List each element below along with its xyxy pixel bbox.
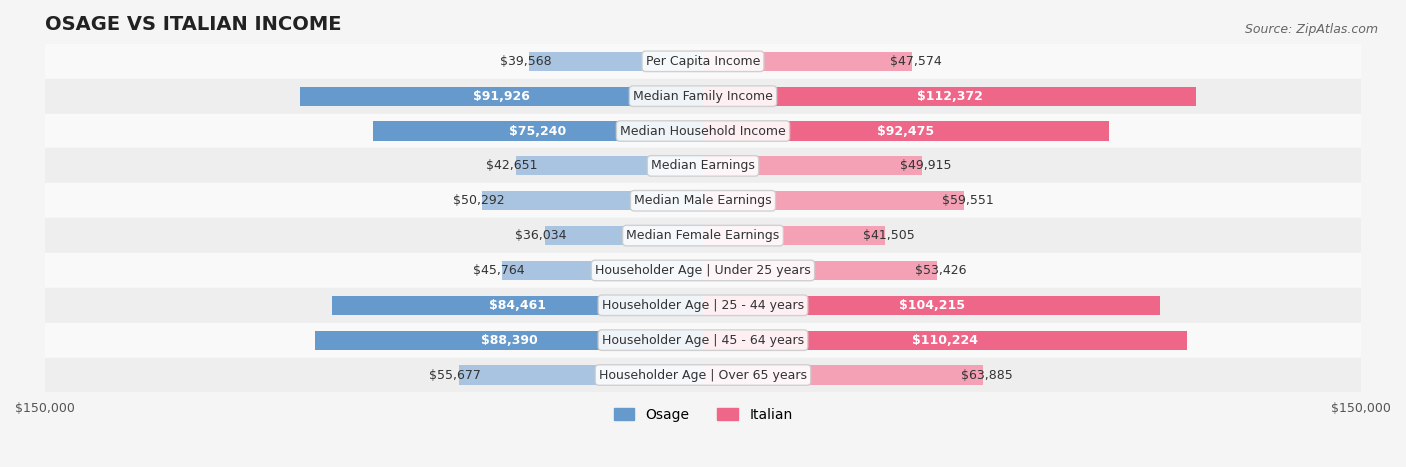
Bar <box>530 52 703 71</box>
Text: Householder Age | 25 - 44 years: Householder Age | 25 - 44 years <box>602 299 804 312</box>
Bar <box>482 191 703 210</box>
Bar <box>45 149 1361 184</box>
Bar <box>45 288 1361 323</box>
Bar <box>703 121 1109 141</box>
Bar <box>45 79 1361 113</box>
Text: $55,677: $55,677 <box>429 368 481 382</box>
Bar <box>703 331 1187 350</box>
Text: $49,915: $49,915 <box>900 159 952 172</box>
Bar <box>458 366 703 385</box>
Legend: Osage, Italian: Osage, Italian <box>607 402 799 427</box>
Text: $92,475: $92,475 <box>877 125 935 137</box>
Bar <box>502 261 703 280</box>
Text: $59,551: $59,551 <box>942 194 994 207</box>
Bar <box>703 366 983 385</box>
Text: Source: ZipAtlas.com: Source: ZipAtlas.com <box>1244 23 1378 36</box>
Bar <box>332 296 703 315</box>
Bar <box>703 86 1197 106</box>
Text: $36,034: $36,034 <box>516 229 567 242</box>
Bar <box>703 226 886 245</box>
Text: $41,505: $41,505 <box>863 229 915 242</box>
Bar <box>703 296 1160 315</box>
Text: $75,240: $75,240 <box>509 125 567 137</box>
Text: Householder Age | Under 25 years: Householder Age | Under 25 years <box>595 264 811 277</box>
Text: $47,574: $47,574 <box>890 55 942 68</box>
Bar <box>45 253 1361 288</box>
Bar <box>703 52 911 71</box>
Text: $53,426: $53,426 <box>915 264 967 277</box>
Bar <box>703 156 922 176</box>
Bar <box>516 156 703 176</box>
Text: $88,390: $88,390 <box>481 333 537 347</box>
Bar <box>373 121 703 141</box>
Text: Median Household Income: Median Household Income <box>620 125 786 137</box>
Bar <box>45 44 1361 79</box>
Text: $39,568: $39,568 <box>499 55 551 68</box>
Bar <box>45 358 1361 392</box>
Bar <box>45 184 1361 218</box>
Text: $45,764: $45,764 <box>472 264 524 277</box>
Text: Householder Age | Over 65 years: Householder Age | Over 65 years <box>599 368 807 382</box>
Bar <box>315 331 703 350</box>
Text: $42,651: $42,651 <box>486 159 538 172</box>
Bar <box>45 218 1361 253</box>
Text: Median Family Income: Median Family Income <box>633 90 773 103</box>
Bar <box>45 113 1361 149</box>
Bar <box>546 226 703 245</box>
Text: OSAGE VS ITALIAN INCOME: OSAGE VS ITALIAN INCOME <box>45 15 342 34</box>
Text: Median Female Earnings: Median Female Earnings <box>627 229 779 242</box>
Bar <box>703 261 938 280</box>
Text: $110,224: $110,224 <box>911 333 977 347</box>
Text: $50,292: $50,292 <box>453 194 505 207</box>
Bar <box>703 191 965 210</box>
Text: $112,372: $112,372 <box>917 90 983 103</box>
Text: Median Earnings: Median Earnings <box>651 159 755 172</box>
Text: $91,926: $91,926 <box>472 90 530 103</box>
Bar <box>299 86 703 106</box>
Text: $104,215: $104,215 <box>898 299 965 312</box>
Text: Per Capita Income: Per Capita Income <box>645 55 761 68</box>
Text: $84,461: $84,461 <box>489 299 547 312</box>
Text: $63,885: $63,885 <box>962 368 1014 382</box>
Text: Householder Age | 45 - 64 years: Householder Age | 45 - 64 years <box>602 333 804 347</box>
Text: Median Male Earnings: Median Male Earnings <box>634 194 772 207</box>
Bar <box>45 323 1361 358</box>
